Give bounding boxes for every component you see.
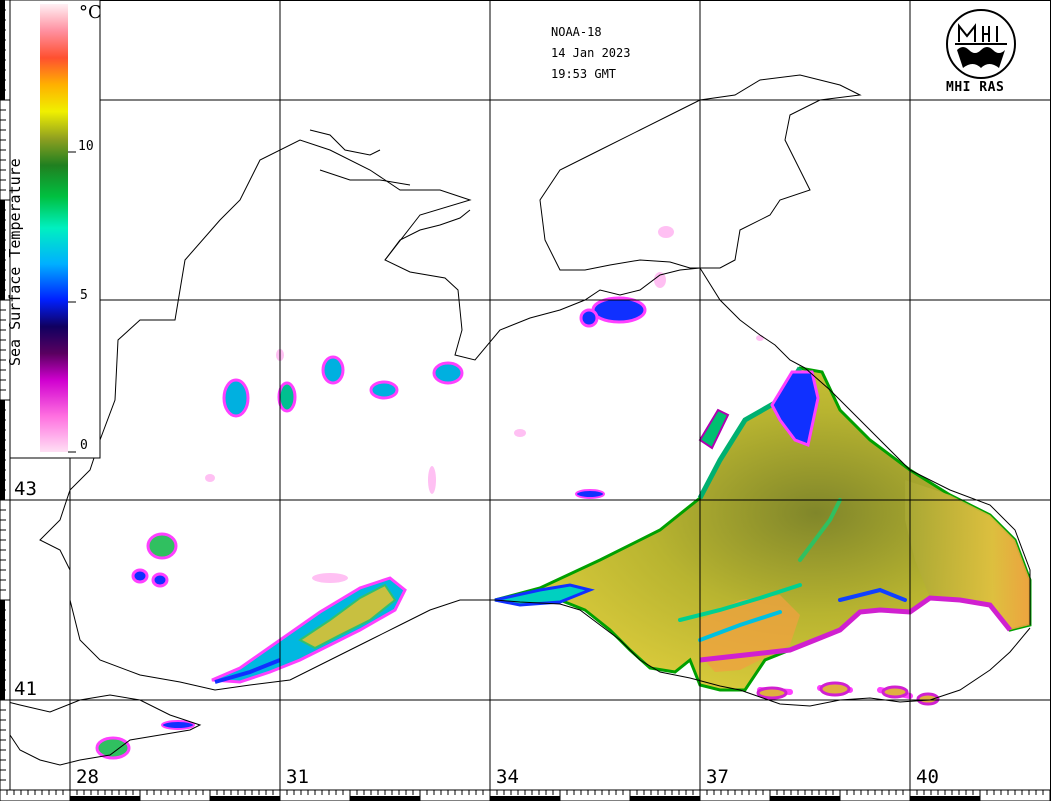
legend-unit: °C	[79, 2, 102, 23]
warm-water-east	[905, 480, 1030, 630]
longitude-label-28: 28	[76, 766, 99, 788]
legend-title: Sea Surface Temperature	[6, 158, 24, 366]
mhi-ras-logo-icon	[946, 9, 1016, 79]
acquisition-time: 19:53 GMT	[551, 67, 617, 81]
legend-tick-0: 0	[80, 438, 88, 453]
cold-patch-tail	[698, 408, 730, 450]
southern-hot-spots	[756, 681, 940, 706]
cold-edge-south	[699, 595, 1012, 663]
coastline	[0, 74, 1031, 766]
satellite-name: NOAA-18	[551, 25, 602, 39]
acquisition-date: 14 Jan 2023	[551, 46, 631, 60]
cold-streak-west	[494, 583, 595, 607]
legend-panel	[9, 0, 101, 459]
legend-tick-5: 5	[80, 288, 88, 303]
legend-tick-10: 10	[78, 139, 94, 154]
satellite-info: NOAA-18 14 Jan 2023 19:53 GMT	[551, 22, 630, 85]
western-plume-core	[298, 583, 397, 650]
longitude-label-31: 31	[286, 766, 309, 788]
scattered-pink-specks	[205, 226, 764, 583]
longitude-label-34: 34	[496, 766, 519, 788]
cold-patch-caucasus	[770, 370, 820, 448]
legend-colorbar	[40, 4, 68, 452]
sst-data-layer	[95, 226, 1032, 760]
longitude-label-40: 40	[916, 766, 939, 788]
longitude-label-37: 37	[706, 766, 729, 788]
latitude-label-41: 41	[14, 678, 37, 700]
logo-text: MHI RAS	[946, 80, 1005, 95]
nw-cold-patches	[95, 296, 647, 760]
western-plume-edge	[214, 658, 281, 684]
latitude-label-43: 43	[14, 478, 37, 500]
